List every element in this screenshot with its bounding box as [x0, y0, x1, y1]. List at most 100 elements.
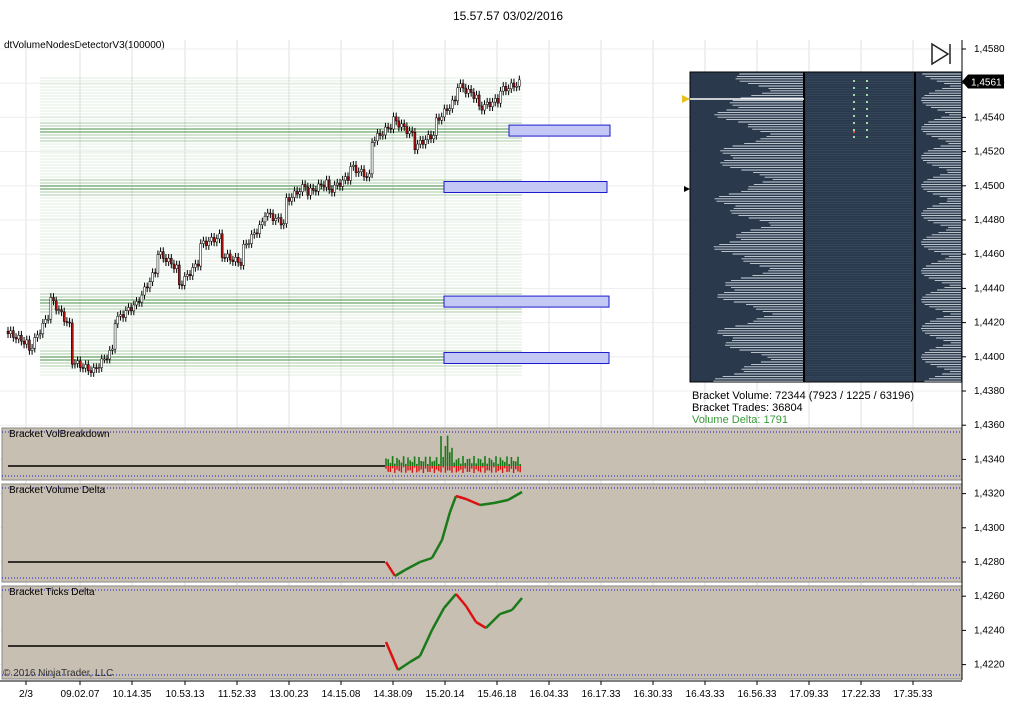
candle-body — [119, 314, 122, 317]
candle-body — [175, 264, 178, 269]
candle-body — [38, 333, 42, 336]
ticks-segment — [455, 593, 467, 607]
candle-body — [285, 197, 288, 224]
candle-body — [220, 233, 224, 258]
candle-body — [365, 176, 368, 178]
candle-body — [191, 267, 194, 277]
candle-body — [127, 307, 130, 311]
panel-volume-delta: Bracket Volume Delta — [1, 483, 963, 583]
candle-body — [269, 212, 272, 215]
x-tick-label: 11.52.33 — [218, 689, 257, 700]
candle-body — [277, 217, 280, 219]
y-tick-label: 1,4380 — [974, 386, 1005, 397]
profile-dot — [866, 129, 868, 131]
candle-body — [354, 165, 358, 173]
candle-body — [499, 90, 502, 104]
candle-body — [510, 82, 513, 89]
candle-body — [236, 257, 240, 263]
candle-body — [226, 253, 229, 258]
candle-body — [212, 237, 216, 243]
candle-body — [253, 232, 256, 235]
candle-body — [400, 123, 403, 128]
candle-body — [469, 89, 473, 93]
panel-title: Bracket VolBreakdown — [9, 429, 110, 440]
y-tick-label: 1,4260 — [974, 591, 1005, 602]
x-tick-label: 14.38.09 — [374, 689, 413, 700]
profile-dot — [853, 94, 855, 96]
panel-title: Bracket Volume Delta — [9, 485, 106, 496]
candle-body — [196, 263, 200, 267]
skip-to-end-icon[interactable] — [928, 42, 954, 66]
delta-segment — [394, 568, 406, 578]
candle-body — [30, 347, 34, 351]
candle-body — [402, 123, 406, 127]
candle-body — [89, 370, 93, 373]
candle-body — [113, 323, 117, 350]
candle-body — [306, 186, 310, 196]
candle-body — [247, 243, 251, 245]
volume-node-box — [443, 352, 610, 365]
x-tick-label: 17.35.33 — [894, 689, 933, 700]
candle-body — [357, 171, 360, 174]
candle-body — [137, 301, 141, 303]
candle-body — [445, 108, 449, 111]
delta-segment — [440, 511, 452, 541]
panel-ticks-delta: Bracket Ticks Delta — [1, 585, 963, 680]
candle-body — [344, 176, 347, 181]
candle-body — [317, 183, 320, 192]
candle-body — [293, 190, 296, 198]
candle-body — [116, 316, 120, 325]
bracket-info: Bracket Volume: 72344 (7923 / 1225 / 631… — [692, 390, 914, 426]
ticks-segment — [397, 660, 411, 672]
candle-body — [472, 92, 476, 99]
candle-body — [448, 108, 451, 111]
candle-body — [456, 87, 459, 102]
y-tick-label: 1,4240 — [974, 625, 1005, 636]
candle-body — [336, 182, 339, 186]
candle-body — [282, 223, 285, 226]
candle-body — [153, 272, 157, 274]
candle-body — [6, 330, 10, 335]
candle-body — [459, 83, 462, 88]
profile-dot — [853, 101, 855, 103]
candle-body — [178, 264, 181, 286]
candle-body — [210, 237, 213, 242]
y-axis: 1,45801,45601,45401,45201,45001,44801,44… — [961, 40, 1005, 680]
x-tick-label: 17.09.33 — [790, 689, 829, 700]
candle-body — [349, 166, 352, 181]
candle-body — [44, 319, 47, 324]
candle-body — [298, 191, 302, 195]
candle-body — [151, 272, 154, 283]
ticks-segment — [430, 607, 446, 631]
candle-body — [322, 184, 326, 188]
candle-body — [250, 234, 253, 244]
candle-body — [46, 318, 50, 321]
chart-title: 15.57.57 03/02/2016 — [452, 9, 564, 23]
x-tick-label: 13.00.23 — [270, 689, 309, 700]
x-tick-label: 10.53.13 — [166, 689, 205, 700]
candle-body — [65, 321, 69, 323]
candle-body — [132, 304, 136, 312]
candle-body — [218, 233, 221, 240]
candle-body — [464, 87, 468, 94]
y-tick-label: 1,4360 — [974, 420, 1005, 431]
ticks-segment — [464, 605, 478, 623]
candle-body — [311, 187, 315, 191]
poc-marker — [682, 95, 690, 103]
volume-profile-panel — [682, 71, 963, 383]
delta-segment — [455, 494, 467, 501]
candle-body — [410, 130, 414, 133]
candle-body — [207, 240, 211, 246]
candle-body — [124, 310, 128, 318]
profile-dot — [853, 80, 855, 82]
x-tick-label: 14.15.08 — [322, 689, 361, 700]
candle-body — [435, 117, 438, 136]
price-candles — [6, 75, 521, 377]
profile-dot — [853, 129, 855, 131]
profile-dot — [866, 115, 868, 117]
y-tick-label: 1,4220 — [974, 660, 1005, 671]
candle-body — [60, 309, 63, 313]
candle-body — [9, 330, 12, 335]
candle-body — [108, 350, 111, 360]
